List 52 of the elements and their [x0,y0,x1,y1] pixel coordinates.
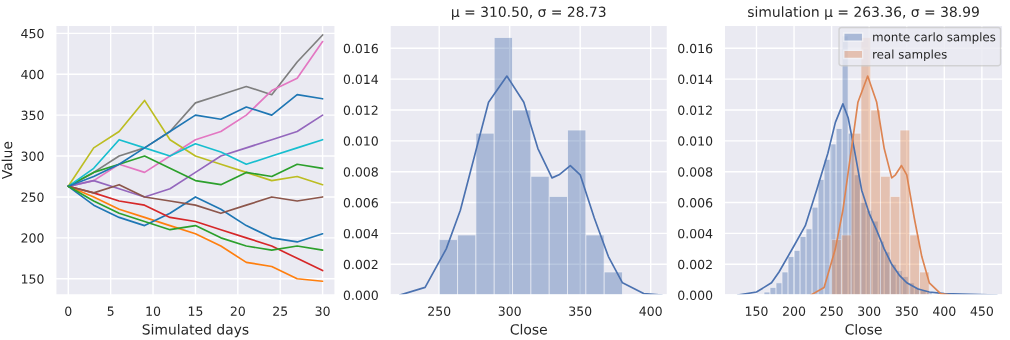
x-tick-label: 450 [970,306,993,316]
y-tick-label: 0.010 [678,136,713,146]
y-tick-label: 0.006 [343,198,378,208]
y-axis-title: Value [1,141,13,180]
y-tick-label: 0.012 [678,105,712,115]
y-tick-label: 0.002 [678,259,712,270]
y-tick-label: 200 [21,233,44,243]
y-tick-label: 0.000 [343,290,378,301]
chart-title: μ = 310.50, σ = 28.73 [452,6,606,20]
y-tick-label: 0.016 [678,43,713,54]
x-tick-label: 350 [569,306,592,316]
x-axis-title: Simulated days [142,323,249,338]
y-tick-label: 350 [21,110,44,121]
x-tick-label: 20 [230,306,245,316]
x-tick-label: 0 [65,306,72,316]
x-tick-label: 350 [895,306,918,316]
legend-label: real samples [873,49,947,61]
x-tick-label: 15 [188,306,203,316]
chart-title: simulation μ = 263.36, σ = 38.99 [748,6,979,20]
y-tick-label: 0.008 [343,167,378,177]
x-tick-label: 400 [933,306,956,316]
x-tick-label: 300 [858,306,881,316]
y-tick-label: 0.014 [343,74,379,85]
y-tick-label: 0.008 [678,167,713,177]
x-tick-label: 30 [315,306,330,316]
y-tick-label: 0.016 [343,43,378,54]
y-tick-label: 300 [21,151,44,161]
y-tick-label: 0.014 [678,74,713,85]
y-tick-label: 400 [21,69,44,80]
x-tick-label: 10 [146,306,161,316]
y-tick-label: 0.012 [343,105,378,115]
y-tick-label: 0.004 [343,228,379,239]
legend-label: monte carlo samples [873,32,996,44]
line-series [67,183,324,215]
x-tick-label: 400 [639,306,662,316]
y-tick-label: 450 [21,28,44,39]
x-axis-title: Close [845,323,882,335]
y-tick-label: 0.004 [678,228,713,239]
x-axis-title: Close [510,323,547,335]
y-tick-label: 0.000 [678,290,713,301]
x-tick-label: 5 [107,306,114,316]
x-tick-label: 200 [783,306,806,316]
x-tick-label: 300 [498,306,521,316]
x-tick-label: 25 [273,306,288,316]
x-tick-label: 250 [428,306,451,316]
x-tick-label: 150 [745,306,768,316]
y-tick-label: 0.006 [678,198,713,208]
y-tick-label: 0.010 [343,136,378,146]
y-tick-label: 0.002 [343,259,378,270]
y-tick-label: 150 [21,274,44,284]
x-tick-label: 250 [820,306,843,316]
y-tick-label: 250 [21,192,44,202]
